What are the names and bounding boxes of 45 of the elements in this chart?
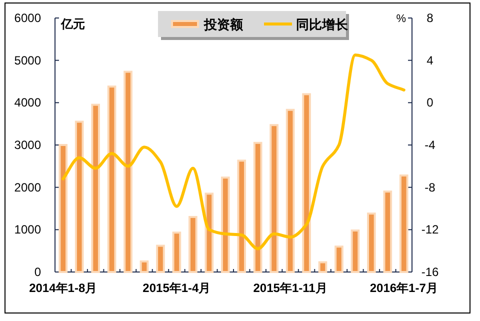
bar — [253, 142, 262, 273]
y-tick-label: 3000 — [14, 138, 42, 152]
bar — [220, 176, 230, 273]
bar — [286, 108, 295, 273]
bar — [399, 174, 408, 273]
bar — [172, 232, 182, 273]
y2-tick-label: 0 — [426, 96, 434, 110]
y2-tick-label: -12 — [421, 222, 439, 237]
x-tick-label: 2015年1-4月 — [142, 281, 211, 295]
bar — [350, 230, 360, 273]
bar — [188, 216, 198, 273]
y-tick-label: 2000 — [14, 180, 42, 194]
bar — [302, 93, 311, 273]
y2-tick-label: -16 — [421, 265, 439, 279]
y-tick-label: 6000 — [14, 11, 42, 25]
y-tick-label: 5000 — [14, 53, 42, 68]
bar — [107, 86, 116, 273]
bar — [204, 192, 214, 273]
bar — [124, 70, 132, 273]
y-tick-label: 1000 — [14, 222, 42, 237]
bar — [140, 260, 149, 273]
y-tick-label: 4000 — [14, 96, 42, 110]
y-axis-title: 亿元 — [60, 17, 85, 31]
legend-label: 投资额 — [203, 17, 244, 32]
bar — [383, 190, 392, 273]
legend-label: 同比增长 — [296, 17, 349, 32]
bar — [318, 261, 328, 273]
bar — [156, 244, 165, 273]
bar — [367, 212, 376, 273]
y-tick-label: 0 — [34, 265, 42, 279]
bar — [270, 124, 278, 273]
bar — [91, 104, 100, 273]
bar — [58, 144, 68, 273]
y2-tick-label: -4 — [424, 138, 436, 152]
x-tick-label: 2015年1-11月 — [253, 281, 328, 295]
y2-tick-label: 8 — [426, 11, 434, 25]
bar — [334, 246, 344, 273]
bar — [74, 120, 84, 273]
x-tick-label: 2016年1-7月 — [370, 281, 438, 295]
y2-tick-label: 4 — [426, 53, 434, 68]
y2-axis-title: % — [396, 13, 406, 25]
bar — [237, 160, 246, 273]
line-series — [62, 54, 406, 250]
y2-tick-label: -8 — [424, 180, 436, 194]
x-tick-label: 2014年1-8月 — [29, 281, 98, 295]
